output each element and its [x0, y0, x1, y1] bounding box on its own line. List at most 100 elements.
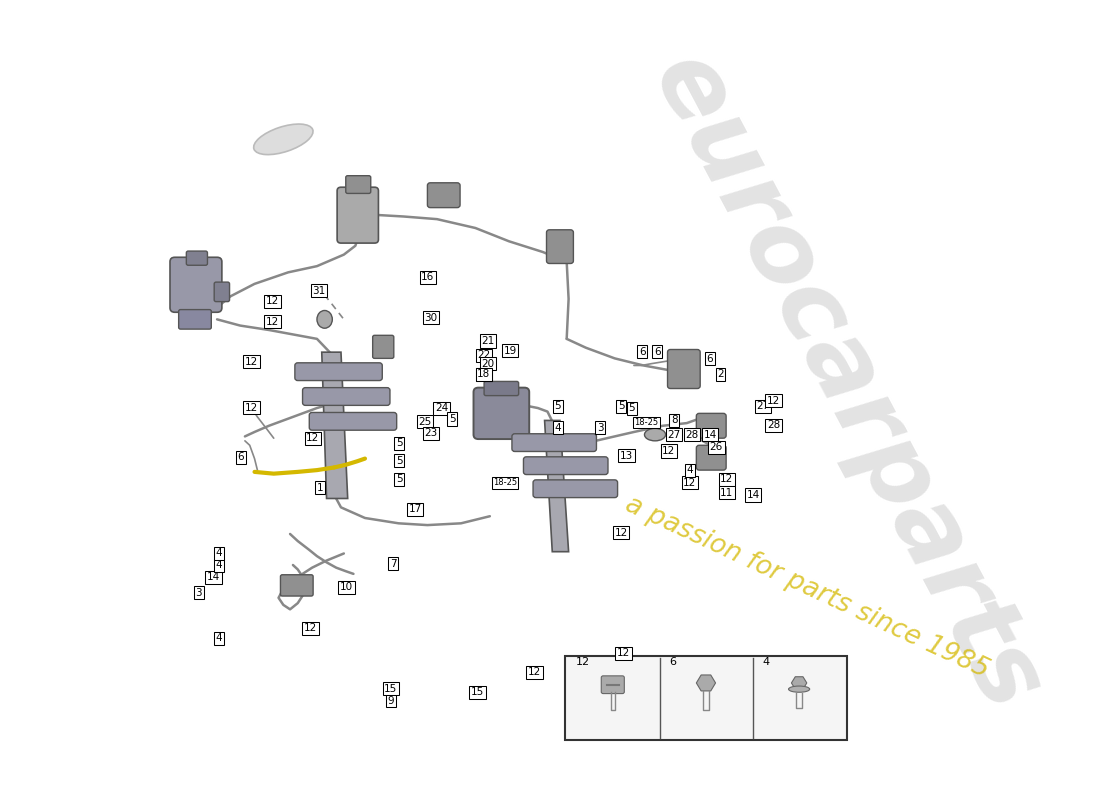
- Text: 12: 12: [683, 478, 696, 488]
- FancyBboxPatch shape: [564, 656, 847, 740]
- Text: 7: 7: [389, 558, 396, 569]
- Text: 12: 12: [615, 527, 628, 538]
- Ellipse shape: [317, 310, 332, 328]
- FancyBboxPatch shape: [668, 350, 701, 389]
- Text: 6: 6: [653, 346, 660, 357]
- Text: 8: 8: [671, 415, 678, 426]
- Text: 11: 11: [720, 488, 734, 498]
- Text: 10: 10: [340, 582, 353, 592]
- Text: 1: 1: [317, 483, 323, 493]
- Text: 9: 9: [387, 696, 394, 706]
- Text: 6: 6: [639, 346, 646, 357]
- Text: 4: 4: [216, 560, 222, 570]
- Text: 4: 4: [554, 422, 561, 433]
- FancyBboxPatch shape: [484, 382, 519, 396]
- Text: 4: 4: [216, 548, 222, 558]
- FancyBboxPatch shape: [345, 176, 371, 194]
- Text: 6: 6: [238, 452, 244, 462]
- FancyBboxPatch shape: [178, 310, 211, 329]
- Text: 5: 5: [396, 438, 403, 448]
- Text: 22: 22: [477, 350, 491, 360]
- Ellipse shape: [254, 124, 314, 154]
- Text: 12: 12: [304, 623, 317, 634]
- FancyBboxPatch shape: [534, 480, 617, 498]
- Text: 4: 4: [686, 465, 693, 475]
- Text: 12: 12: [720, 474, 734, 484]
- FancyBboxPatch shape: [473, 388, 529, 439]
- FancyBboxPatch shape: [524, 457, 608, 474]
- Text: 4: 4: [216, 634, 222, 643]
- Text: 3: 3: [196, 588, 202, 598]
- FancyBboxPatch shape: [428, 182, 460, 208]
- Text: 2: 2: [717, 370, 724, 379]
- Text: 14: 14: [703, 430, 716, 440]
- Polygon shape: [322, 352, 348, 498]
- Text: 27: 27: [668, 430, 681, 440]
- Text: 12: 12: [245, 402, 258, 413]
- Text: 18: 18: [477, 370, 491, 379]
- Text: 25: 25: [418, 417, 431, 427]
- Text: 4: 4: [762, 658, 770, 667]
- Text: 6: 6: [670, 658, 676, 667]
- Text: 5: 5: [554, 402, 561, 411]
- Polygon shape: [791, 677, 806, 689]
- Text: 12: 12: [266, 317, 279, 327]
- Text: 6: 6: [706, 354, 713, 364]
- Text: 15: 15: [384, 684, 397, 694]
- Text: 12: 12: [617, 648, 630, 658]
- Ellipse shape: [789, 686, 810, 692]
- FancyBboxPatch shape: [309, 413, 397, 430]
- FancyBboxPatch shape: [170, 258, 222, 312]
- FancyBboxPatch shape: [373, 335, 394, 358]
- Text: 23: 23: [425, 428, 438, 438]
- Text: 28: 28: [685, 430, 698, 440]
- Text: 12: 12: [576, 658, 591, 667]
- Text: 20: 20: [482, 358, 495, 369]
- FancyBboxPatch shape: [280, 574, 314, 596]
- Text: eurocarparts: eurocarparts: [631, 38, 1059, 728]
- Text: 28: 28: [767, 421, 780, 430]
- Text: a passion for parts since 1985: a passion for parts since 1985: [620, 491, 993, 683]
- FancyBboxPatch shape: [295, 363, 383, 381]
- Polygon shape: [544, 421, 569, 552]
- Text: 18-25: 18-25: [493, 478, 517, 487]
- Text: 29: 29: [477, 370, 491, 379]
- FancyBboxPatch shape: [302, 388, 390, 406]
- Text: 17: 17: [408, 504, 421, 514]
- Text: 3: 3: [597, 422, 604, 433]
- FancyBboxPatch shape: [696, 446, 726, 470]
- Text: 5: 5: [396, 474, 403, 484]
- FancyBboxPatch shape: [337, 187, 378, 243]
- Text: 15: 15: [471, 687, 484, 697]
- FancyBboxPatch shape: [512, 434, 596, 451]
- Text: 31: 31: [312, 286, 326, 296]
- Text: 12: 12: [662, 446, 675, 456]
- FancyBboxPatch shape: [602, 676, 625, 694]
- Text: 30: 30: [425, 313, 438, 322]
- Text: 5: 5: [449, 414, 455, 424]
- FancyBboxPatch shape: [547, 230, 573, 263]
- Text: 5: 5: [618, 402, 625, 411]
- Text: 12: 12: [306, 433, 319, 443]
- Text: 5: 5: [396, 456, 403, 466]
- Text: 12: 12: [245, 357, 258, 366]
- Text: 12: 12: [767, 395, 780, 406]
- Text: 24: 24: [434, 403, 449, 414]
- Ellipse shape: [645, 429, 665, 441]
- Text: 21: 21: [482, 336, 495, 346]
- Text: 27: 27: [756, 402, 769, 411]
- Polygon shape: [696, 675, 716, 691]
- Text: 5: 5: [628, 403, 635, 414]
- FancyBboxPatch shape: [696, 414, 726, 438]
- Text: 12: 12: [266, 296, 279, 306]
- Text: 19: 19: [504, 346, 517, 356]
- Text: 26: 26: [710, 442, 723, 453]
- Text: 14: 14: [207, 572, 220, 582]
- FancyBboxPatch shape: [214, 282, 230, 302]
- Text: 12: 12: [528, 667, 541, 678]
- Text: 16: 16: [421, 272, 434, 282]
- Text: 18-25: 18-25: [635, 418, 659, 427]
- Text: 13: 13: [620, 451, 634, 461]
- Text: 14: 14: [747, 490, 760, 500]
- FancyBboxPatch shape: [186, 251, 208, 266]
